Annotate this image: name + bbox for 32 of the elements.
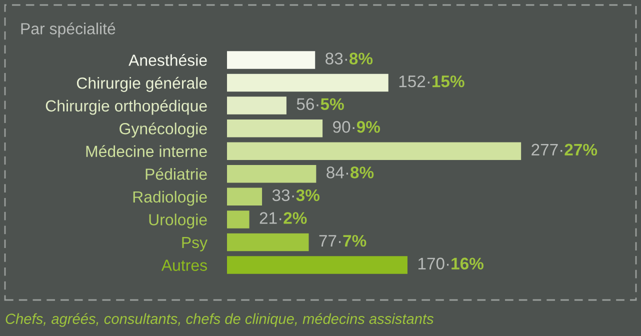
data-label: 56·5% [296,98,344,110]
data-label: 83·8% [326,52,373,64]
bar [227,188,262,206]
y-tick-label: Gynécologie [120,122,207,138]
data-label: 33·3% [272,189,320,202]
y-tick-label: Pédiatrie [146,168,207,180]
y-tick-label: Psy [182,237,208,252]
text: Chefs, agréés, consultants, chefs de clinique, médecins assistants [6,313,434,327]
y-tick-label: Médecine interne [86,145,207,158]
y-tick-label: Chirurgie générale [76,76,207,92]
bar [227,233,309,252]
y-tick-label: Autres [161,260,207,271]
data-label: 170·16% [418,258,484,270]
bar [227,96,286,114]
data-label: 90·9% [333,121,380,133]
data-label: 77·7% [319,234,366,247]
data-label: 277·27% [532,144,598,156]
bar [227,256,408,274]
data-label: 21·2% [260,212,307,224]
bar [227,165,316,183]
data-label: 152·15% [399,75,464,88]
bar [227,119,323,138]
y-tick-label: Radiologie [133,190,207,206]
text: Par spécialité [21,22,116,38]
y-tick-label: Urologie [149,214,207,229]
bar [227,74,388,92]
bar [227,210,250,228]
bar [227,142,522,160]
bar [227,51,316,69]
y-tick-label: Anesthésie [128,54,207,66]
data-label: 84·8% [326,166,374,178]
y-tick-label: Chirurgie orthopédique [46,100,207,115]
